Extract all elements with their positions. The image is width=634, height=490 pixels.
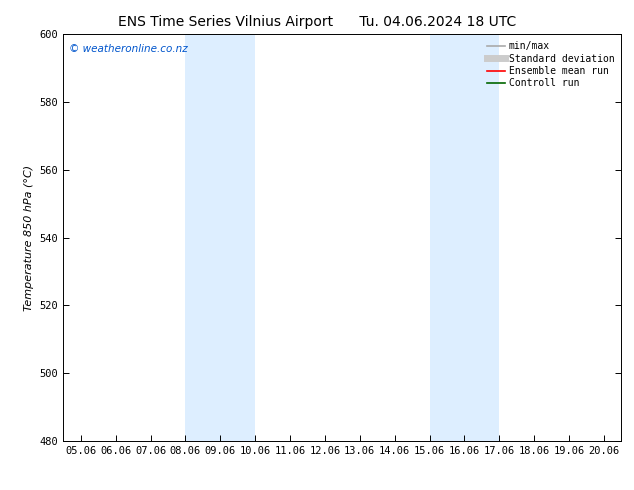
Text: ENS Time Series Vilnius Airport      Tu. 04.06.2024 18 UTC: ENS Time Series Vilnius Airport Tu. 04.0… [118,15,516,29]
Y-axis label: Temperature 850 hPa (°C): Temperature 850 hPa (°C) [24,165,34,311]
Text: © weatheronline.co.nz: © weatheronline.co.nz [69,45,188,54]
Legend: min/max, Standard deviation, Ensemble mean run, Controll run: min/max, Standard deviation, Ensemble me… [486,39,616,90]
Bar [429,34,500,441]
Bar [185,34,255,441]
